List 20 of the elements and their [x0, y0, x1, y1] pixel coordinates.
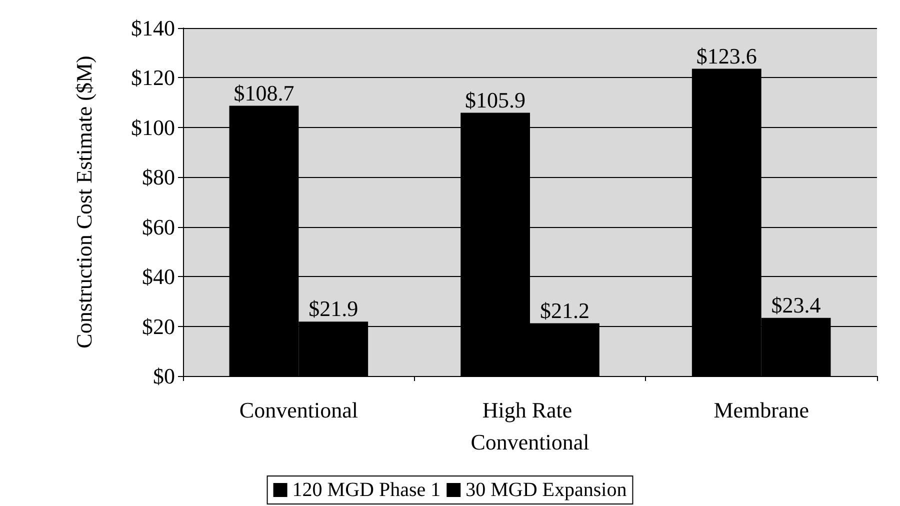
y-axis-title: Construction Cost Estimate ($M) [72, 56, 96, 348]
x-tick-label: Conventional [239, 398, 358, 422]
legend-label: 30 MGD Expansion [466, 479, 627, 501]
data-label: $105.9 [465, 87, 526, 112]
legend-label: 120 MGD Phase 1 [292, 479, 441, 501]
y-tick-label: $100 [131, 114, 175, 140]
y-tick-label: $0 [153, 364, 175, 388]
data-label: $21.2 [540, 298, 590, 323]
y-tick-label: $120 [131, 65, 175, 90]
y-tick-label: $40 [142, 264, 175, 290]
y-tick-label: $140 [131, 16, 175, 40]
data-label: $21.9 [308, 296, 358, 322]
x-tick-label: Membrane [714, 398, 809, 422]
y-tick-label: $20 [142, 314, 175, 339]
data-label: $123.6 [696, 43, 757, 68]
data-label: $23.4 [771, 292, 821, 318]
x-tick-label: High Rate Conventional [470, 398, 590, 454]
data-label: $108.7 [234, 80, 294, 106]
y-tick-label: $60 [142, 214, 175, 240]
y-tick-label: $80 [142, 164, 175, 190]
